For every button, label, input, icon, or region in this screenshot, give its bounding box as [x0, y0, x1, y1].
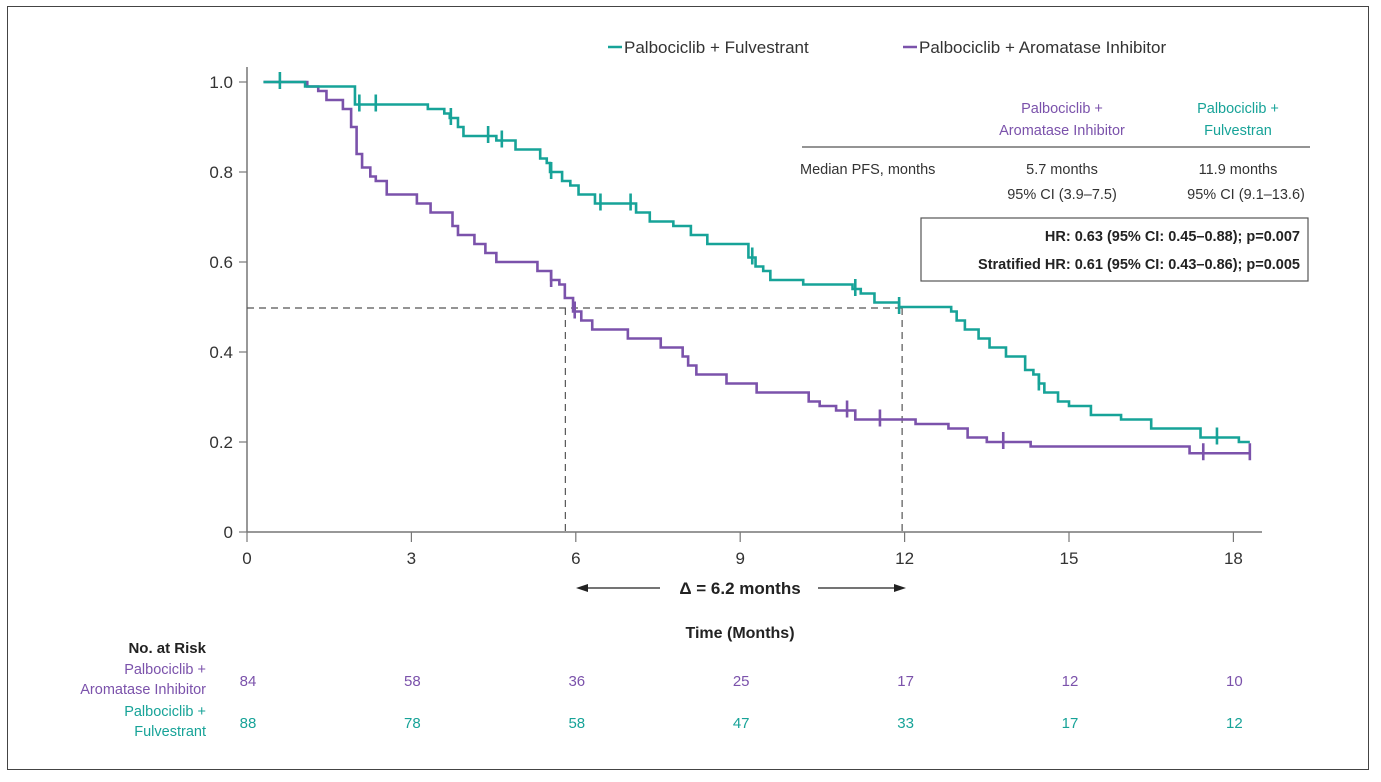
- x-tick-label: 3: [407, 549, 416, 568]
- x-tick-label: 0: [242, 549, 251, 568]
- y-tick-label: 1.0: [209, 73, 233, 92]
- risk-row-label-aromatase-line2: Aromatase Inhibitor: [80, 682, 206, 698]
- legend-label-fulvestrant: Palbociclib + Fulvestrant: [624, 38, 809, 57]
- y-tick-label: 0.8: [209, 163, 233, 182]
- km-curve-fulvestrant: [263, 80, 1250, 444]
- risk-row-label-aromatase-line1: Palbociclib +: [124, 662, 206, 678]
- median-guides: [247, 307, 903, 532]
- hazard-ratio-box: HR: 0.63 (95% CI: 0.45–0.88); p=0.007 St…: [920, 217, 1309, 282]
- risk-value-fulvestrant: 58: [568, 715, 585, 732]
- arrow-left-icon: [576, 584, 588, 592]
- risk-row-label-fulvestrant-line1: Palbociclib +: [124, 704, 206, 720]
- stats-col1-header-line1: Palbociclib +: [1021, 101, 1103, 117]
- stratified-hazard-ratio-line: Stratified HR: 0.61 (95% CI: 0.43–0.86);…: [978, 257, 1300, 273]
- x-axis-label: Time (Months): [685, 625, 794, 642]
- risk-value-aromatase: 10: [1226, 673, 1243, 690]
- hazard-ratio-line: HR: 0.63 (95% CI: 0.45–0.88); p=0.007: [1045, 229, 1300, 245]
- stats-col2-median: 11.9 months: [1199, 162, 1278, 178]
- stats-col2-header-line1: Palbociclib +: [1197, 101, 1279, 117]
- delta-annotation: Δ = 6.2 months: [576, 579, 906, 598]
- stats-col1-ci: 95% CI (3.9–7.5): [1007, 187, 1117, 203]
- hazard-ratio-box-border: [920, 217, 1309, 282]
- stats-col1-median: 5.7 months: [1026, 162, 1098, 178]
- risk-value-fulvestrant: 33: [897, 715, 914, 732]
- y-tick-label: 0: [224, 523, 233, 542]
- delta-label: Δ = 6.2 months: [679, 579, 800, 598]
- km-curve-aromatase: [263, 80, 1250, 455]
- stats-row-label: Median PFS, months: [800, 162, 935, 178]
- axes: 0 0.2 0.4 0.6 0.8 1.0 0 3 6 9 12 15 18: [209, 67, 1262, 568]
- x-tick-label: 9: [735, 549, 744, 568]
- legend: Palbociclib + Fulvestrant Palbociclib + …: [608, 38, 1166, 57]
- km-curves: [263, 72, 1252, 461]
- stats-col2-header-line2: Fulvestran: [1204, 123, 1272, 139]
- risk-value-aromatase: 36: [568, 673, 585, 690]
- risk-value-fulvestrant: 88: [240, 715, 257, 732]
- chart-frame: [7, 6, 1369, 770]
- risk-value-aromatase: 12: [1062, 673, 1079, 690]
- arrow-right-icon: [894, 584, 906, 592]
- x-tick-label: 12: [895, 549, 914, 568]
- risk-value-aromatase: 17: [897, 673, 914, 690]
- y-tick-label: 0.4: [209, 343, 233, 362]
- risk-table-header: No. at Risk: [128, 640, 206, 657]
- y-tick-label: 0.6: [209, 253, 233, 272]
- risk-value-fulvestrant: 12: [1226, 715, 1243, 732]
- y-tick-label: 0.2: [209, 433, 233, 452]
- stats-table: Palbociclib + Aromatase Inhibitor Palboc…: [800, 101, 1310, 203]
- stats-col1-header-line2: Aromatase Inhibitor: [999, 123, 1125, 139]
- risk-table: No. at Risk Palbociclib + Aromatase Inhi…: [80, 640, 1242, 740]
- risk-value-fulvestrant: 47: [733, 715, 750, 732]
- risk-row-label-fulvestrant-line2: Fulvestrant: [134, 724, 206, 740]
- risk-value-fulvestrant: 78: [404, 715, 421, 732]
- x-tick-label: 6: [571, 549, 580, 568]
- risk-value-aromatase: 84: [240, 673, 257, 690]
- risk-value-aromatase: 25: [733, 673, 750, 690]
- risk-value-fulvestrant: 17: [1062, 715, 1079, 732]
- x-tick-label: 18: [1224, 549, 1243, 568]
- x-tick-label: 15: [1060, 549, 1079, 568]
- stats-col2-ci: 95% CI (9.1–13.6): [1187, 187, 1305, 203]
- legend-label-aromatase: Palbociclib + Aromatase Inhibitor: [919, 38, 1166, 57]
- risk-value-aromatase: 58: [404, 673, 421, 690]
